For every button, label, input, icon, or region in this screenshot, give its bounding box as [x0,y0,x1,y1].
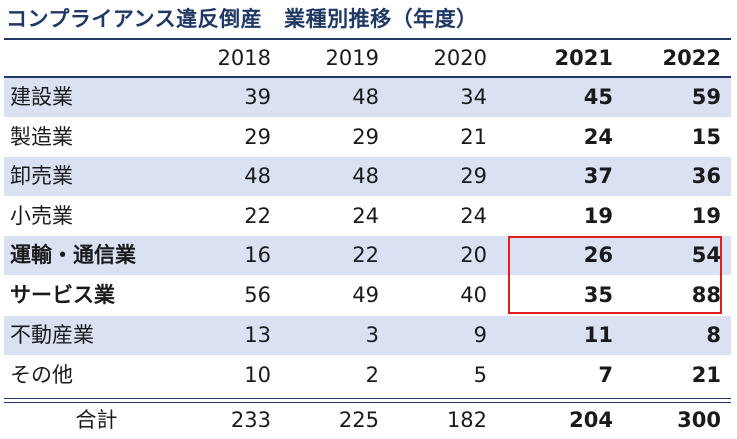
cell-2021: 11 [583,323,613,347]
cell-2018: 48 [244,164,271,188]
col-header-2020: 2020 [433,46,487,70]
row-label: サービス業 [10,283,115,307]
cell-2019: 2 [365,363,379,387]
cell-2021: 37 [583,164,613,188]
row-label: 製造業 [10,125,73,149]
table-row: 製造業 29 29 21 24 15 [4,118,731,157]
cell-2019: 48 [352,85,379,109]
chart-title: コンプライアンス違反倒産 業種別推移（年度） [6,2,478,36]
table-row: 運輸・通信業 16 22 20 26 54 [4,236,731,275]
cell-2021: 7 [598,363,613,387]
cell-2018: 10 [244,363,271,387]
cell-2018: 56 [244,283,271,307]
cell-2020: 9 [473,323,487,347]
header-row: 2018 2019 2020 2021 2022 [4,40,731,76]
cell-2020: 20 [460,243,487,267]
cell-2019: 29 [352,125,379,149]
header-rule [4,76,731,78]
table-row: 不動産業 13 3 9 11 8 [4,316,731,355]
total-2018: 233 [230,408,271,432]
subtitle-text: 業種別推移（年度） [284,7,478,31]
total-2019: 225 [338,408,379,432]
cell-2022: 15 [691,125,721,149]
total-2022: 300 [677,408,721,432]
cell-2020: 29 [460,164,487,188]
row-label: 建設業 [10,85,73,109]
cell-2019: 48 [352,164,379,188]
col-header-2022: 2022 [662,46,721,70]
cell-2022: 19 [691,204,721,228]
cell-2022: 21 [691,363,721,387]
title-text: コンプライアンス違反倒産 [6,7,263,31]
cell-2022: 8 [706,323,721,347]
cell-2022: 88 [691,283,721,307]
col-header-2018: 2018 [217,46,271,70]
table-row: その他 10 2 5 7 21 [4,356,731,395]
cell-2021: 26 [583,243,613,267]
table-row: サービス業 56 49 40 35 88 [4,276,731,315]
table-row: 卸売業 48 48 29 37 36 [4,157,731,196]
cell-2022: 54 [691,243,721,267]
cell-2019: 24 [352,204,379,228]
total-rule-lower [4,402,731,403]
cell-2018: 22 [244,204,271,228]
cell-2021: 45 [583,85,613,109]
cell-2020: 24 [460,204,487,228]
cell-2020: 5 [473,363,487,387]
total-2020: 182 [446,408,487,432]
cell-2020: 34 [460,85,487,109]
cell-2021: 19 [583,204,613,228]
cell-2022: 59 [691,85,721,109]
total-label: 合計 [75,408,118,432]
row-label: 卸売業 [10,164,73,188]
top-rule [4,38,731,40]
cell-2018: 39 [244,85,271,109]
row-label: 不動産業 [10,323,94,347]
cell-2020: 40 [460,283,487,307]
col-header-2021: 2021 [554,46,613,70]
total-rule-upper [4,398,731,399]
cell-2018: 29 [244,125,271,149]
row-label: 小売業 [10,204,73,228]
cell-2018: 16 [244,243,271,267]
cell-2019: 49 [352,283,379,307]
cell-2020: 21 [460,125,487,149]
total-2021: 204 [569,408,613,432]
row-label: 運輸・通信業 [10,243,136,267]
col-header-2019: 2019 [325,46,379,70]
cell-2019: 22 [352,243,379,267]
cell-2022: 36 [691,164,721,188]
row-label: その他 [10,363,73,387]
cell-2021: 35 [583,283,613,307]
cell-2019: 3 [365,323,379,347]
total-row: 合計 233 225 182 204 300 [4,403,731,437]
cell-2018: 13 [244,323,271,347]
cell-2021: 24 [583,125,613,149]
table-row: 建設業 39 48 34 45 59 [4,78,731,117]
table-row: 小売業 22 24 24 19 19 [4,197,731,236]
